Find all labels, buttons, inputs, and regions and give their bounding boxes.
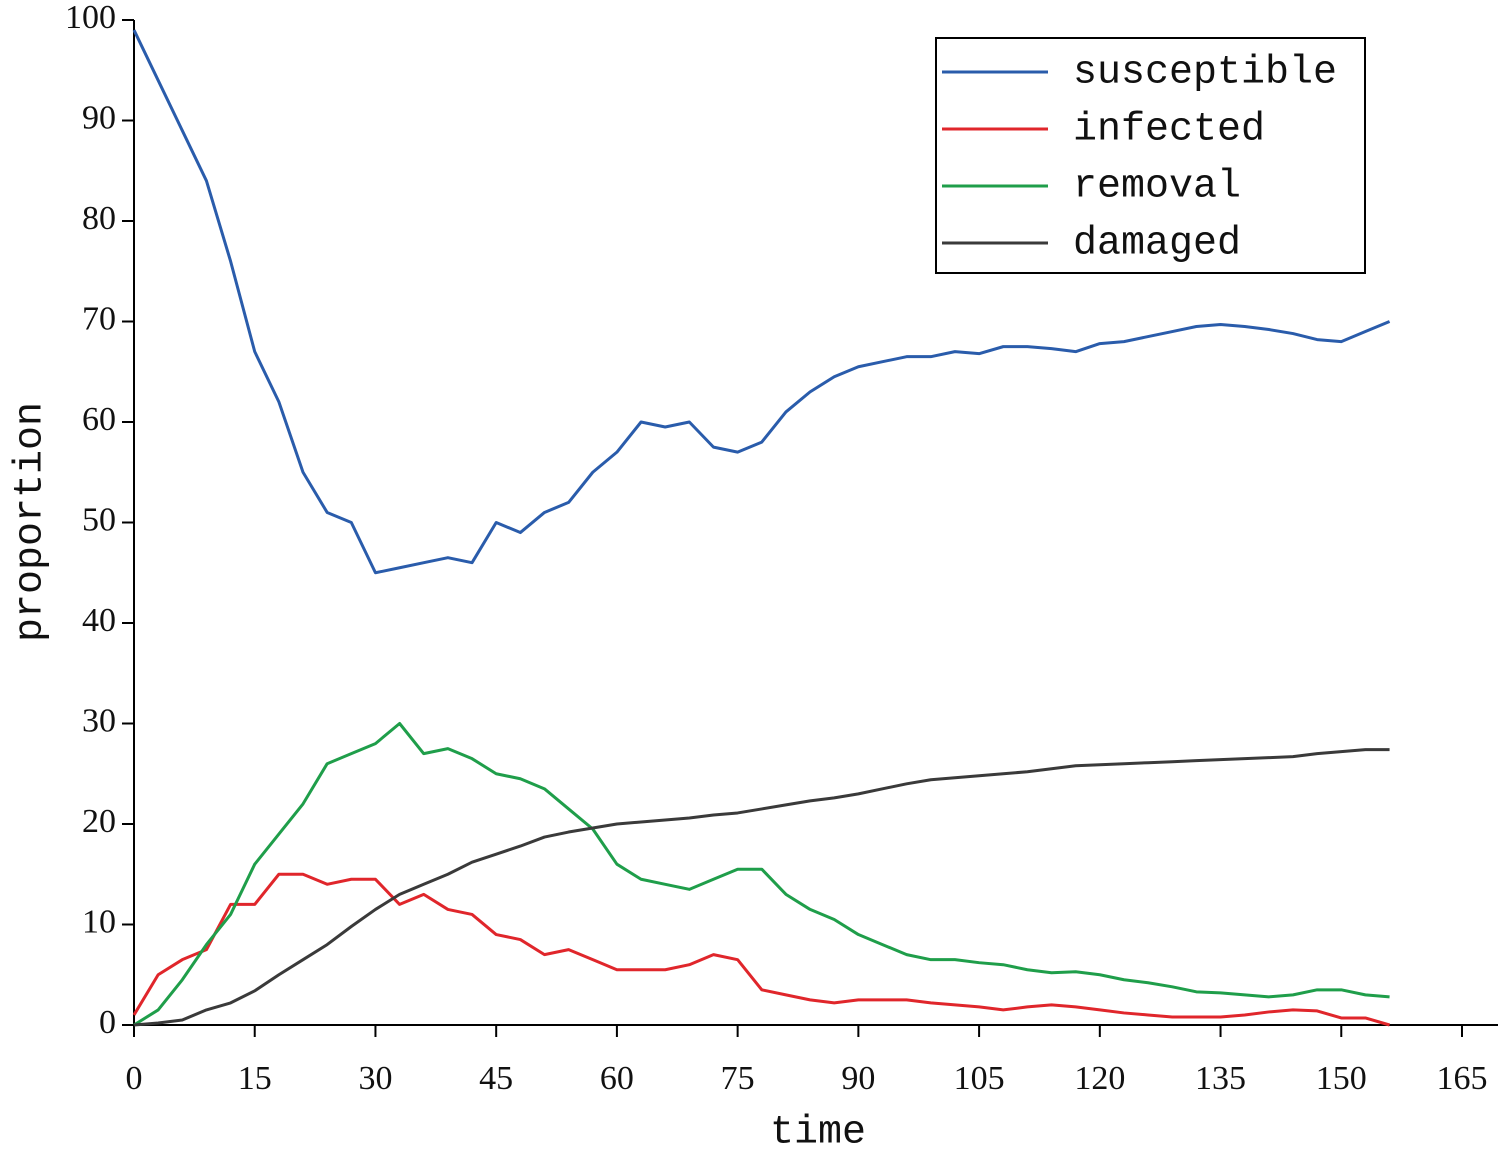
y-tick-label: 100 xyxy=(65,0,116,36)
series-line xyxy=(133,748,1390,1027)
series-line xyxy=(133,722,1390,1027)
y-tick-label: 50 xyxy=(82,501,116,538)
y-tick-label: 90 xyxy=(82,99,116,136)
y-tick-label: 0 xyxy=(99,1004,116,1041)
x-tick-label: 0 xyxy=(126,1060,143,1097)
x-tick-label: 90 xyxy=(841,1060,875,1097)
x-tick-label: 30 xyxy=(358,1060,392,1097)
x-axis-label: time xyxy=(770,1111,866,1154)
y-tick-label: 20 xyxy=(82,803,116,840)
legend-label: susceptible xyxy=(1073,51,1337,96)
x-tick-label: 60 xyxy=(600,1060,634,1097)
x-tick-label: 135 xyxy=(1195,1060,1246,1097)
y-tick-label: 80 xyxy=(82,200,116,237)
x-tick-label: 120 xyxy=(1074,1060,1125,1097)
legend-label: removal xyxy=(1073,165,1241,210)
series-line xyxy=(132,29,1391,575)
x-tick-label: 165 xyxy=(1437,1060,1488,1097)
x-tick-label: 75 xyxy=(721,1060,755,1097)
legend-box xyxy=(935,37,1366,274)
y-axis-label: proportion xyxy=(9,402,54,642)
y-tick-label: 10 xyxy=(82,903,116,940)
x-tick-label: 150 xyxy=(1316,1060,1367,1097)
x-tick-label: 15 xyxy=(238,1060,272,1097)
legend-label: damaged xyxy=(1073,222,1241,267)
y-tick-label: 40 xyxy=(82,602,116,639)
x-tick-label: 45 xyxy=(479,1060,513,1097)
legend-label: infected xyxy=(1073,108,1265,153)
series-line xyxy=(132,872,1390,1027)
y-tick-label: 30 xyxy=(82,702,116,739)
x-tick-label: 105 xyxy=(954,1060,1005,1097)
y-tick-label: 60 xyxy=(82,401,116,438)
y-tick-label: 70 xyxy=(82,300,116,337)
